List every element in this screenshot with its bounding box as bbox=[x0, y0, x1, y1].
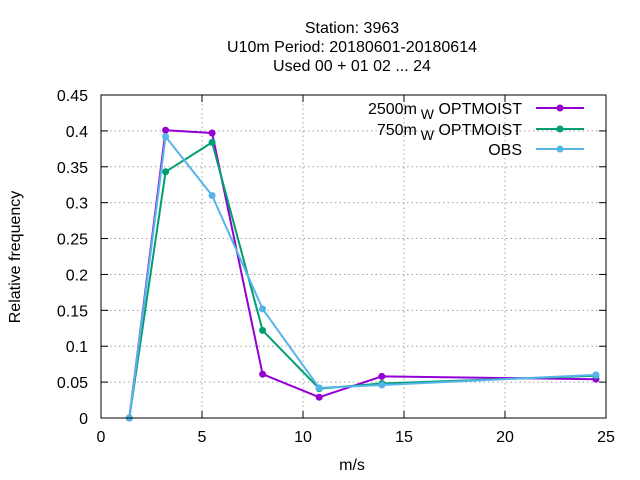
series-point-0 bbox=[162, 126, 170, 134]
data-series bbox=[125, 126, 600, 422]
series-point-1 bbox=[259, 326, 267, 334]
title-line-1: Station: 3963 bbox=[305, 20, 399, 37]
chart-title: Station: 3963 U10m Period: 20180601-2018… bbox=[227, 20, 477, 75]
y-tick-label: 0.1 bbox=[66, 339, 88, 356]
x-tick-label: 20 bbox=[496, 429, 514, 446]
series-line-2 bbox=[128, 135, 596, 419]
grid-lines bbox=[101, 95, 606, 418]
plot-frame bbox=[100, 94, 607, 419]
legend-marker-2 bbox=[556, 145, 564, 153]
legend-marker-0 bbox=[556, 104, 564, 112]
y-tick-label: 0.2 bbox=[66, 267, 88, 284]
legend-marker-1 bbox=[556, 125, 564, 133]
series-point-1 bbox=[162, 168, 170, 176]
y-tick-label: 0 bbox=[79, 411, 88, 428]
x-tick-label: 0 bbox=[97, 429, 106, 446]
x-tick-label: 15 bbox=[395, 429, 413, 446]
series-point-2 bbox=[162, 133, 170, 141]
series-point-0 bbox=[378, 372, 386, 380]
series-point-0 bbox=[315, 393, 323, 401]
y-tick-label: 0.3 bbox=[66, 196, 88, 213]
y-tick-label: 0.45 bbox=[57, 88, 88, 105]
title-line-3: Used 00 + 01 02 ... 24 bbox=[273, 58, 431, 75]
y-tick-label: 0.4 bbox=[66, 124, 88, 141]
legend-label-0: 2500m W OPTMOIST bbox=[368, 101, 522, 122]
y-tick-label: 0.05 bbox=[57, 375, 88, 392]
legend-label-1: 750m W OPTMOIST bbox=[377, 122, 522, 143]
series-point-1 bbox=[208, 138, 216, 146]
x-axis-label: m/s bbox=[339, 457, 365, 474]
x-tick-label: 5 bbox=[198, 429, 207, 446]
y-axis-label: Relative frequency bbox=[7, 191, 24, 324]
x-tick-label: 25 bbox=[597, 429, 615, 446]
series-point-0 bbox=[208, 129, 216, 137]
x-tick-label: 10 bbox=[294, 429, 312, 446]
y-tick-label: 0.25 bbox=[57, 232, 88, 249]
series-point-2 bbox=[315, 384, 323, 392]
series-point-2 bbox=[208, 192, 216, 199]
y-tick-label: 0.15 bbox=[57, 303, 88, 320]
series-line-1 bbox=[128, 141, 596, 419]
series-point-2 bbox=[592, 371, 600, 379]
legend-label-2: OBS bbox=[488, 142, 522, 159]
y-tick-label: 0.35 bbox=[57, 160, 88, 177]
series-point-0 bbox=[259, 370, 267, 378]
series-point-2 bbox=[378, 381, 386, 389]
series-point-2 bbox=[259, 305, 267, 313]
title-line-2: U10m Period: 20180601-20180614 bbox=[227, 39, 477, 56]
